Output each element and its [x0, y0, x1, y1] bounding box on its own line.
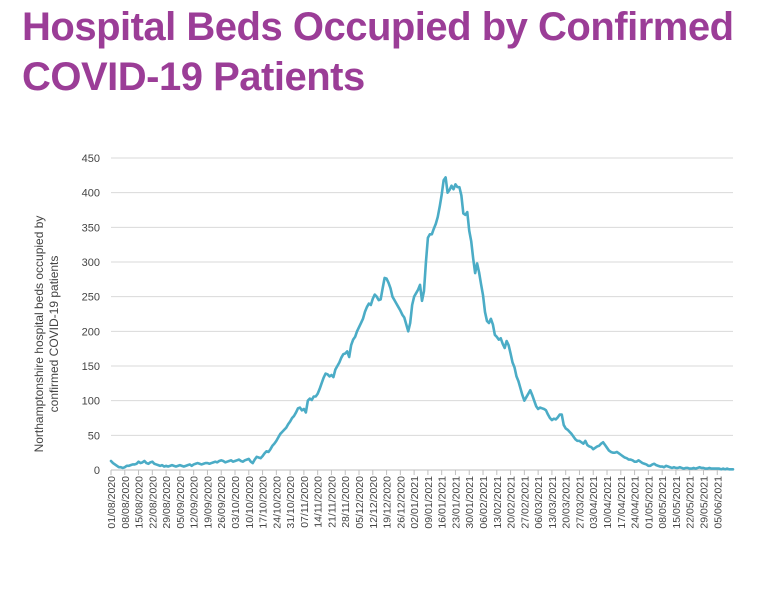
x-tick-label: 01/08/2020	[106, 476, 118, 529]
x-axis: 01/08/2020 08/08/2020 15/08/2020 22/08/2020…	[106, 470, 724, 529]
x-tick-label: 07/11/2020	[299, 476, 311, 528]
x-tick-label: 20/02/2021	[506, 476, 518, 529]
x-tick-label: 16/01/2021	[437, 476, 449, 529]
x-tick-label: 26/12/2020	[395, 476, 407, 529]
page-title-line-2: COVID-19 Patients	[22, 55, 365, 99]
x-tick-label: 20/03/2021	[561, 476, 573, 529]
series-layer	[109, 176, 735, 471]
x-tick-label: 19/12/2020	[382, 476, 394, 529]
x-tick-label: 22/08/2020	[147, 476, 159, 529]
y-tick-label: 150	[82, 361, 100, 373]
y-axis-label: Northamptonshire hospital beds occupied …	[32, 216, 61, 453]
x-tick-label: 31/10/2020	[285, 476, 297, 529]
x-tick-label: 15/08/2020	[134, 476, 146, 529]
x-tick-label: 19/09/2020	[202, 476, 214, 529]
y-tick-label: 450	[82, 153, 100, 165]
x-tick-label: 09/01/2021	[423, 476, 435, 529]
page-title-line-1: Hospital Beds Occupied by Confirmed	[22, 5, 734, 49]
x-tick-label: 06/02/2021	[478, 476, 490, 529]
x-tick-label: 26/09/2020	[216, 476, 228, 529]
y-tick-label: 350	[82, 222, 100, 234]
x-tick-label: 12/12/2020	[368, 476, 380, 529]
x-tick-label: 10/10/2020	[244, 476, 256, 529]
x-tick-label: 29/05/2021	[698, 476, 710, 529]
x-tick-label: 15/05/2021	[671, 476, 683, 529]
x-tick-label: 17/10/2020	[258, 476, 270, 529]
x-tick-label: 10/04/2021	[602, 476, 614, 529]
x-tick-label: 05/06/2021	[712, 476, 724, 529]
x-tick-label: 27/03/2021	[574, 476, 586, 529]
x-tick-label: 24/04/2021	[630, 476, 642, 529]
y-tick-label: 300	[82, 257, 100, 269]
series-line	[109, 176, 735, 471]
y-axis: 0 50 100 150 200 250 300 350 400 450	[82, 153, 733, 477]
x-tick-label: 12/09/2020	[189, 476, 201, 529]
x-tick-label: 21/11/2020	[326, 476, 338, 528]
x-tick-label: 06/03/2021	[533, 476, 545, 529]
y-tick-label: 0	[94, 465, 100, 477]
x-tick-label: 05/12/2020	[354, 476, 366, 529]
y-axis-label-line-2: confirmed COVID-19 patients	[47, 256, 61, 413]
x-tick-label: 03/04/2021	[588, 476, 600, 529]
x-tick-label: 02/01/2021	[409, 476, 421, 529]
x-tick-label: 01/05/2021	[643, 476, 655, 529]
gridlines	[111, 157, 733, 471]
x-tick-label: 22/05/2021	[685, 476, 697, 529]
x-tick-label: 28/11/2020	[340, 476, 352, 528]
x-tick-label: 29/08/2020	[161, 476, 173, 529]
x-tick-label: 13/03/2021	[547, 476, 559, 529]
x-tick-label: 03/10/2020	[230, 476, 242, 529]
x-tick-label: 27/02/2021	[519, 476, 531, 529]
x-tick-label: 08/05/2021	[657, 476, 669, 529]
y-tick-label: 50	[88, 430, 100, 442]
y-tick-label: 400	[82, 188, 100, 200]
page-title: Hospital Beds Occupied by Confirmed COVI…	[22, 2, 767, 102]
x-tick-label: 05/09/2020	[175, 476, 187, 529]
x-tick-label: 13/02/2021	[492, 476, 504, 529]
x-tick-label: 24/10/2020	[271, 476, 283, 529]
x-tick-label: 14/11/2020	[313, 476, 325, 528]
y-tick-label: 250	[82, 292, 100, 304]
y-tick-label: 100	[82, 396, 100, 408]
x-tick-label: 17/04/2021	[616, 476, 628, 529]
y-axis-label-line-1: Northamptonshire hospital beds occupied …	[32, 216, 46, 453]
x-tick-label: 30/01/2021	[464, 476, 476, 529]
y-tick-label: 200	[82, 326, 100, 338]
x-tick-label: 08/08/2020	[120, 476, 132, 529]
x-tick-label: 23/01/2021	[450, 476, 462, 529]
